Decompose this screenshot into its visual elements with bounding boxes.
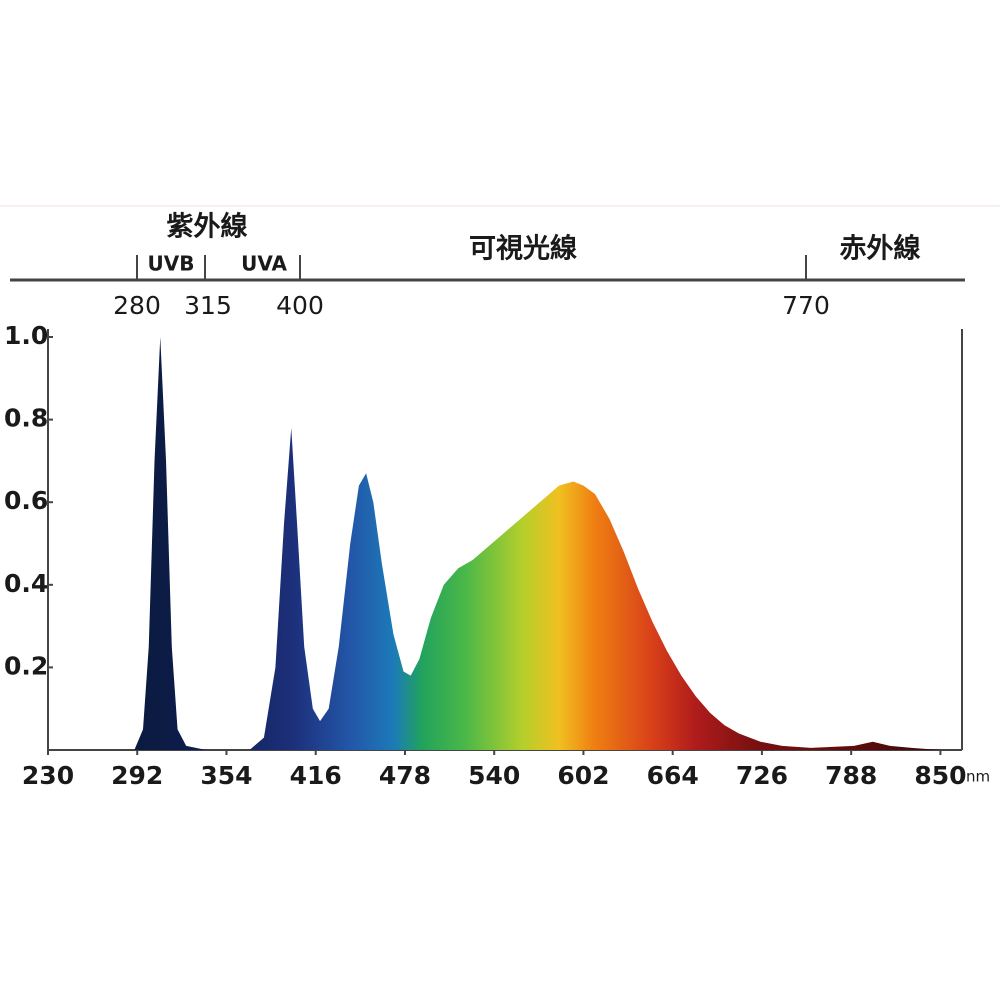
band-label: 赤外線 — [840, 233, 921, 265]
x-tick-label: 292 — [111, 761, 163, 790]
y-tick-label: 0.6 — [4, 486, 48, 515]
x-tick-label: 664 — [647, 761, 699, 790]
band-tick-label: 770 — [782, 291, 830, 320]
x-tick-label: 354 — [200, 761, 252, 790]
band-label: UVA — [241, 252, 287, 276]
band-tick-label: 400 — [276, 291, 324, 320]
x-tick-label: 602 — [557, 761, 609, 790]
x-tick-label: 540 — [468, 761, 520, 790]
x-tick-label: 230 — [22, 761, 74, 790]
band-label: 紫外線 — [167, 211, 248, 243]
y-tick-label: 0.8 — [4, 404, 48, 433]
x-tick-label: 726 — [736, 761, 788, 790]
x-unit: nm — [966, 768, 990, 786]
x-tick-label: 850 — [914, 761, 966, 790]
band-tick-label: 315 — [184, 291, 232, 320]
band-label: 可視光線 — [469, 233, 577, 265]
y-tick-label: 0.2 — [4, 651, 48, 680]
x-tick-label: 478 — [379, 761, 431, 790]
y-tick-label: 1.0 — [4, 321, 48, 350]
x-tick-label: 788 — [825, 761, 877, 790]
y-tick-label: 0.4 — [4, 569, 48, 598]
band-label: UVB — [148, 252, 195, 276]
band-tick-label: 280 — [113, 291, 161, 320]
x-tick-label: 416 — [290, 761, 342, 790]
spectrum-area — [134, 337, 941, 750]
